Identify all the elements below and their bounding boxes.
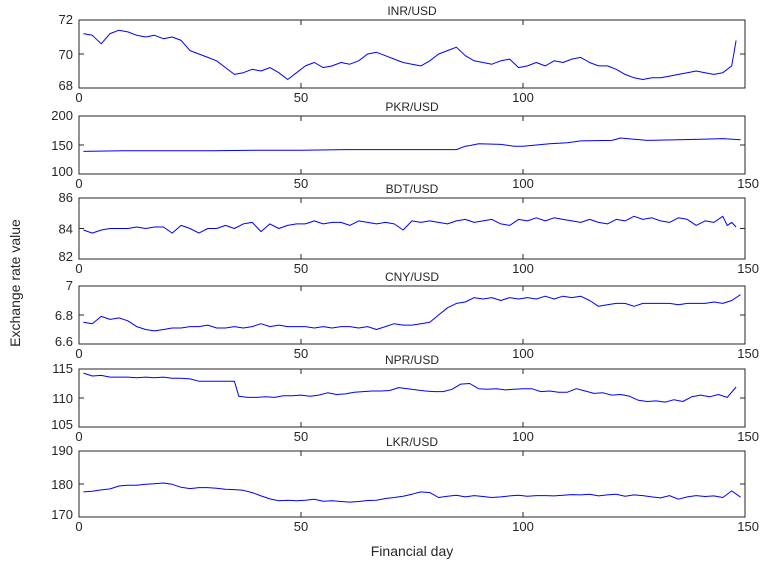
y-tick-label: 6.6 xyxy=(55,334,73,349)
panel-title: BDT/USD xyxy=(386,182,439,196)
x-tick-label: 50 xyxy=(294,346,308,361)
x-axis-title: Financial day xyxy=(371,543,454,559)
x-tick-label: 0 xyxy=(75,346,82,361)
x-tick-label: 0 xyxy=(75,90,82,105)
panel-title: NPR/USD xyxy=(385,353,439,367)
plot-frame xyxy=(78,368,746,428)
y-tick-label: 170 xyxy=(51,507,73,522)
panel-title: LKR/USD xyxy=(386,435,438,449)
y-axis-title: Exchange rate value xyxy=(7,219,23,347)
plot-frame xyxy=(78,115,746,175)
x-tick-label: 50 xyxy=(294,90,308,105)
y-tick-label: 110 xyxy=(52,391,73,406)
panel-4: 105 110 115 0 50 100 150 NPR/USD xyxy=(51,353,759,444)
x-tick-label: 100 xyxy=(512,519,534,534)
panel-1: 100 150 200 0 50 100 150 PKR/USD xyxy=(51,100,759,191)
y-tick-label: 115 xyxy=(52,361,73,376)
panel-5: 170 180 190 0 50 100 150 LKR/USD xyxy=(51,435,759,534)
x-tick-label: 50 xyxy=(294,429,308,444)
panel-title: CNY/USD xyxy=(385,270,439,284)
y-tick-label: 82 xyxy=(59,249,73,264)
x-tick-label: 100 xyxy=(512,261,534,276)
series-line xyxy=(83,482,741,503)
x-tick-label: 0 xyxy=(75,519,82,534)
x-tick-label: 0 xyxy=(75,429,82,444)
x-tick-label: 100 xyxy=(512,429,534,444)
plot-frame xyxy=(78,285,746,345)
y-tick-label: 72 xyxy=(59,12,73,27)
series-line xyxy=(83,372,737,403)
x-tick-label: 150 xyxy=(737,176,759,191)
x-tick-label: 50 xyxy=(294,176,308,191)
y-tick-label: 84 xyxy=(59,222,73,237)
panel-title: INR/USD xyxy=(387,4,437,18)
x-tick-label: 150 xyxy=(737,261,759,276)
x-tick-label: 150 xyxy=(737,346,759,361)
plot-frame xyxy=(78,19,746,89)
x-tick-label: 0 xyxy=(75,261,82,276)
x-tick-label: 50 xyxy=(294,261,308,276)
y-tick-label: 6.8 xyxy=(55,308,73,323)
panel-0: 68 70 72 0 50 100 INR/USD xyxy=(59,4,746,105)
panel-3: 6.6 6.8 7 0 50 100 150 CNY/USD xyxy=(55,270,759,361)
series-line xyxy=(83,215,737,234)
y-tick-label: 7 xyxy=(66,278,73,293)
x-tick-label: 0 xyxy=(75,176,82,191)
x-tick-label: 100 xyxy=(512,90,534,105)
y-tick-label: 150 xyxy=(51,138,73,153)
panel-2: 82 84 86 0 50 100 150 BDT/USD xyxy=(59,182,759,276)
y-tick-label: 68 xyxy=(59,78,73,93)
x-tick-label: 150 xyxy=(737,519,759,534)
y-tick-label: 180 xyxy=(51,477,73,492)
x-tick-label: 100 xyxy=(512,346,534,361)
series-line xyxy=(83,29,737,80)
y-tick-label: 100 xyxy=(51,164,73,179)
plot-frame xyxy=(78,197,746,260)
y-tick-label: 190 xyxy=(51,443,73,458)
y-tick-label: 86 xyxy=(59,190,73,205)
series-line xyxy=(83,294,741,332)
series-line xyxy=(83,137,741,152)
x-tick-label: 50 xyxy=(294,519,308,534)
panel-title: PKR/USD xyxy=(385,100,439,114)
y-tick-label: 200 xyxy=(51,108,73,123)
x-tick-label: 150 xyxy=(737,429,759,444)
y-tick-label: 105 xyxy=(51,417,73,432)
plot-frame xyxy=(78,450,746,518)
x-tick-label: 100 xyxy=(512,176,534,191)
y-tick-label: 70 xyxy=(59,47,73,62)
